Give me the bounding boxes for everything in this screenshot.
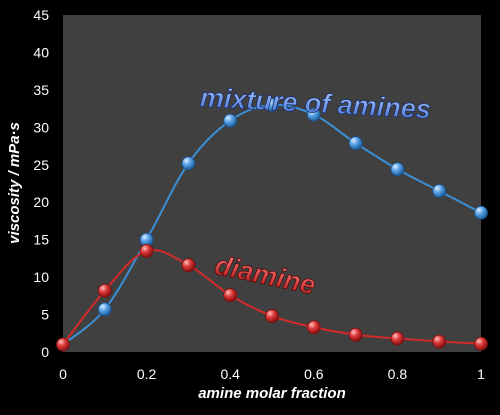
x-axis-title: amine molar fraction: [198, 385, 346, 402]
data-point: [306, 107, 321, 122]
y-tick-label: 5: [41, 307, 49, 323]
x-tick-label: 0.2: [137, 366, 157, 382]
y-tick-label: 25: [33, 157, 49, 173]
data-point: [432, 184, 447, 198]
y-axis-title: viscosity / mPa·s: [6, 122, 23, 244]
plot-area: [63, 15, 481, 352]
data-point: [348, 136, 363, 150]
x-tick-label: 0.6: [304, 366, 324, 382]
data-point: [56, 337, 70, 352]
y-tick-label: 35: [33, 82, 49, 98]
data-point: [181, 156, 196, 171]
data-point: [390, 162, 405, 177]
x-tick-label: 1: [477, 366, 485, 382]
y-tick-label: 45: [33, 7, 49, 23]
x-tick-label: 0.8: [388, 366, 408, 382]
y-tick-label: 0: [41, 344, 49, 360]
data-point: [474, 205, 488, 220]
data-point: [474, 336, 488, 351]
data-point: [390, 331, 405, 346]
x-tick-label: 0: [59, 366, 67, 382]
data-point: [97, 283, 112, 298]
y-tick-label: 20: [33, 194, 49, 210]
data-point: [181, 258, 196, 273]
x-tick-label: 0.4: [220, 366, 240, 382]
data-point: [348, 327, 363, 342]
y-tick-label: 10: [33, 269, 49, 285]
data-point: [265, 309, 279, 323]
x-axis-ticks: 0 0.2 0.4 0.6 0.8 1: [59, 366, 485, 382]
y-tick-label: 30: [33, 119, 49, 135]
y-tick-label: 15: [33, 232, 49, 248]
data-point: [223, 113, 238, 128]
data-point: [97, 302, 112, 317]
series-layer: [56, 97, 488, 352]
data-point: [139, 243, 154, 258]
data-point: [432, 334, 447, 349]
y-axis-ticks: 0 5 10 15 20 25 30 35 40 45: [33, 7, 49, 360]
data-point: [306, 320, 321, 335]
y-tick-label: 40: [33, 44, 49, 60]
data-point: [223, 288, 238, 302]
data-point: [265, 97, 279, 112]
